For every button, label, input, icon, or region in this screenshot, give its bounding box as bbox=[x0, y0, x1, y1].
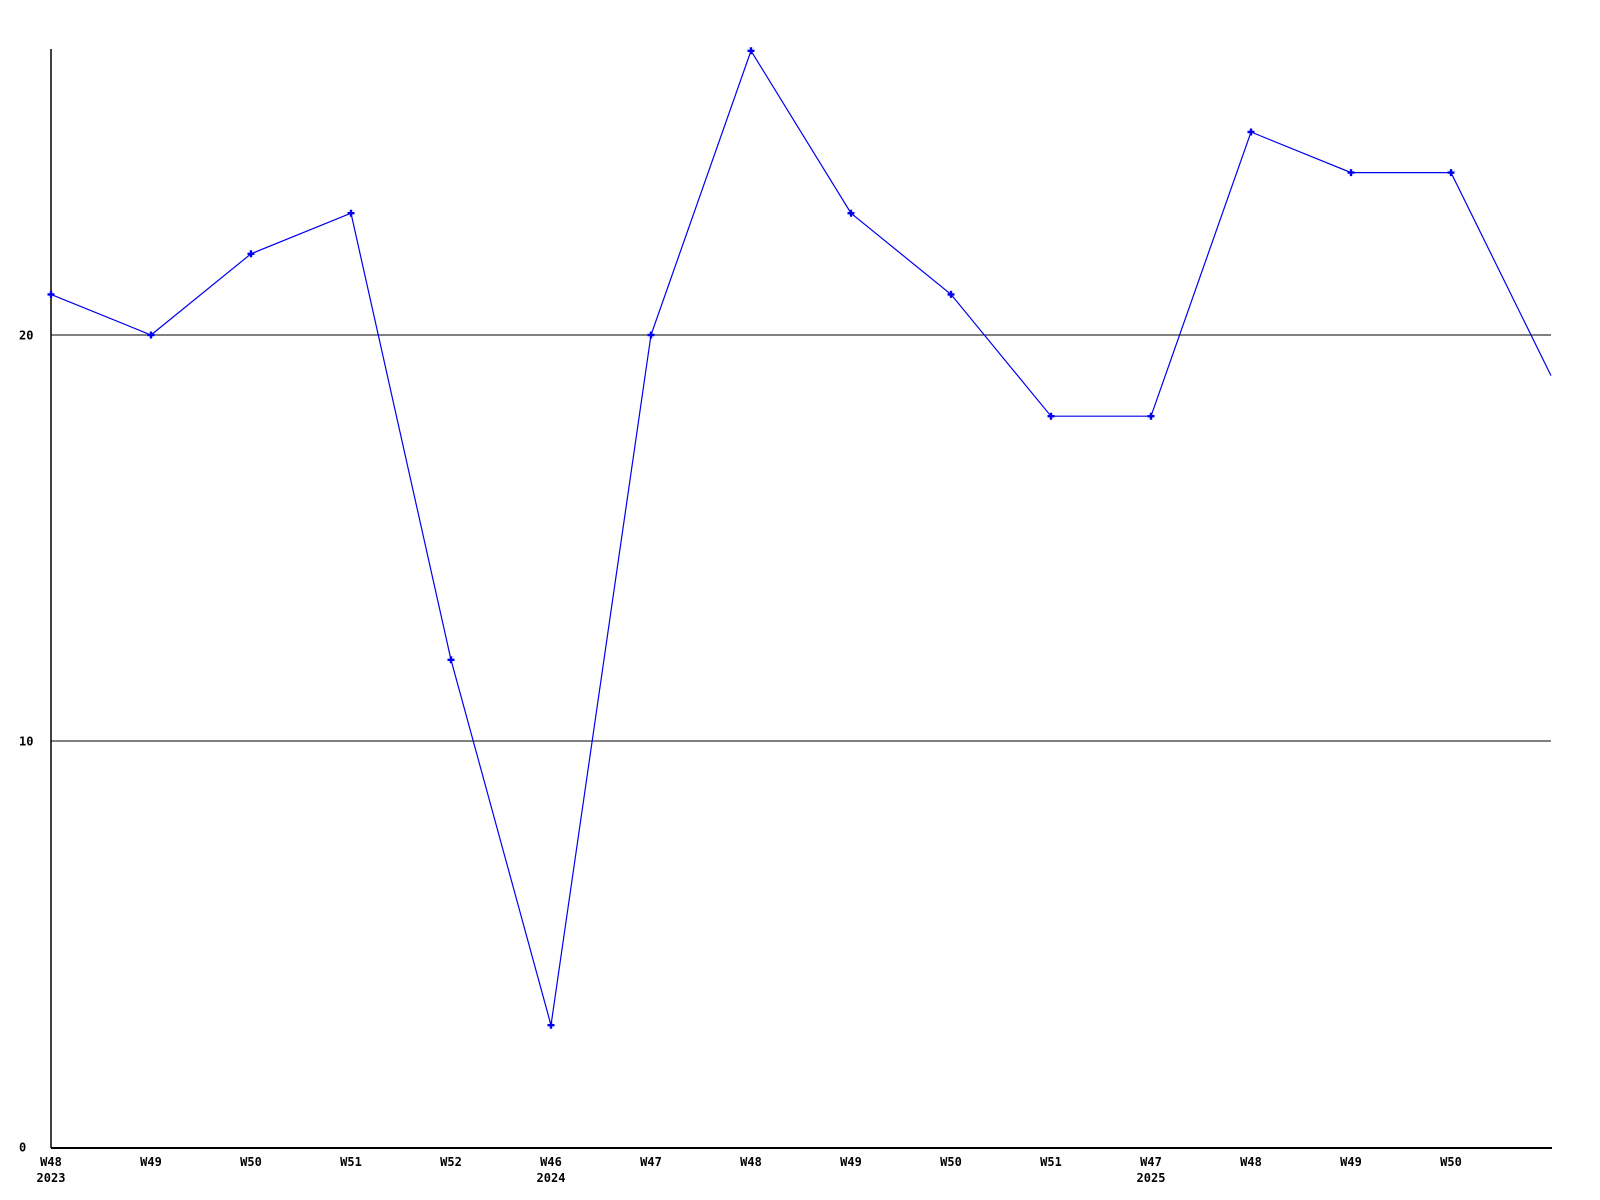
y-tick-label: 10 bbox=[19, 735, 33, 749]
x-tick-week-label: W48 bbox=[740, 1155, 762, 1169]
x-tick-year-label: 2023 bbox=[37, 1171, 66, 1185]
y-tick-label: 0 bbox=[19, 1141, 26, 1155]
x-tick-year-label: 2025 bbox=[1137, 1171, 1166, 1185]
x-tick-week-label: W47 bbox=[1140, 1155, 1162, 1169]
x-tick-week-label: W49 bbox=[1340, 1155, 1362, 1169]
data-point-marker bbox=[1047, 412, 1055, 420]
x-tick-week-label: W50 bbox=[240, 1155, 262, 1169]
x-tick-week-label: W48 bbox=[40, 1155, 62, 1169]
x-tick-week-label: W52 bbox=[440, 1155, 462, 1169]
data-series-line bbox=[50, 49, 1552, 1026]
data-point-marker bbox=[447, 656, 455, 664]
data-point-marker bbox=[747, 47, 755, 55]
x-tick-week-label: W47 bbox=[640, 1155, 662, 1169]
data-point-marker bbox=[247, 250, 255, 258]
x-tick-week-label: W50 bbox=[1440, 1155, 1462, 1169]
data-point-marker bbox=[1347, 169, 1355, 177]
x-tick-week-label: W51 bbox=[340, 1155, 362, 1169]
data-point-marker bbox=[147, 331, 155, 339]
data-point-marker bbox=[647, 331, 655, 339]
data-point-marker bbox=[47, 290, 55, 298]
x-tick-week-label: W49 bbox=[840, 1155, 862, 1169]
data-point-marker bbox=[1247, 128, 1255, 136]
data-point-marker bbox=[1147, 412, 1155, 420]
data-point-marker bbox=[1447, 169, 1455, 177]
x-tick-week-label: W49 bbox=[140, 1155, 162, 1169]
x-tick-week-label: W46 bbox=[540, 1155, 562, 1169]
data-point-marker bbox=[947, 290, 955, 298]
x-tick-week-label: W48 bbox=[1240, 1155, 1262, 1169]
data-point-marker bbox=[547, 1021, 555, 1029]
data-point-marker bbox=[847, 209, 855, 217]
data-point-marker bbox=[347, 209, 355, 217]
x-tick-year-label: 2024 bbox=[537, 1171, 566, 1185]
y-tick-label: 20 bbox=[19, 329, 33, 343]
x-tick-week-label: W50 bbox=[940, 1155, 962, 1169]
x-tick-week-label: W51 bbox=[1040, 1155, 1062, 1169]
